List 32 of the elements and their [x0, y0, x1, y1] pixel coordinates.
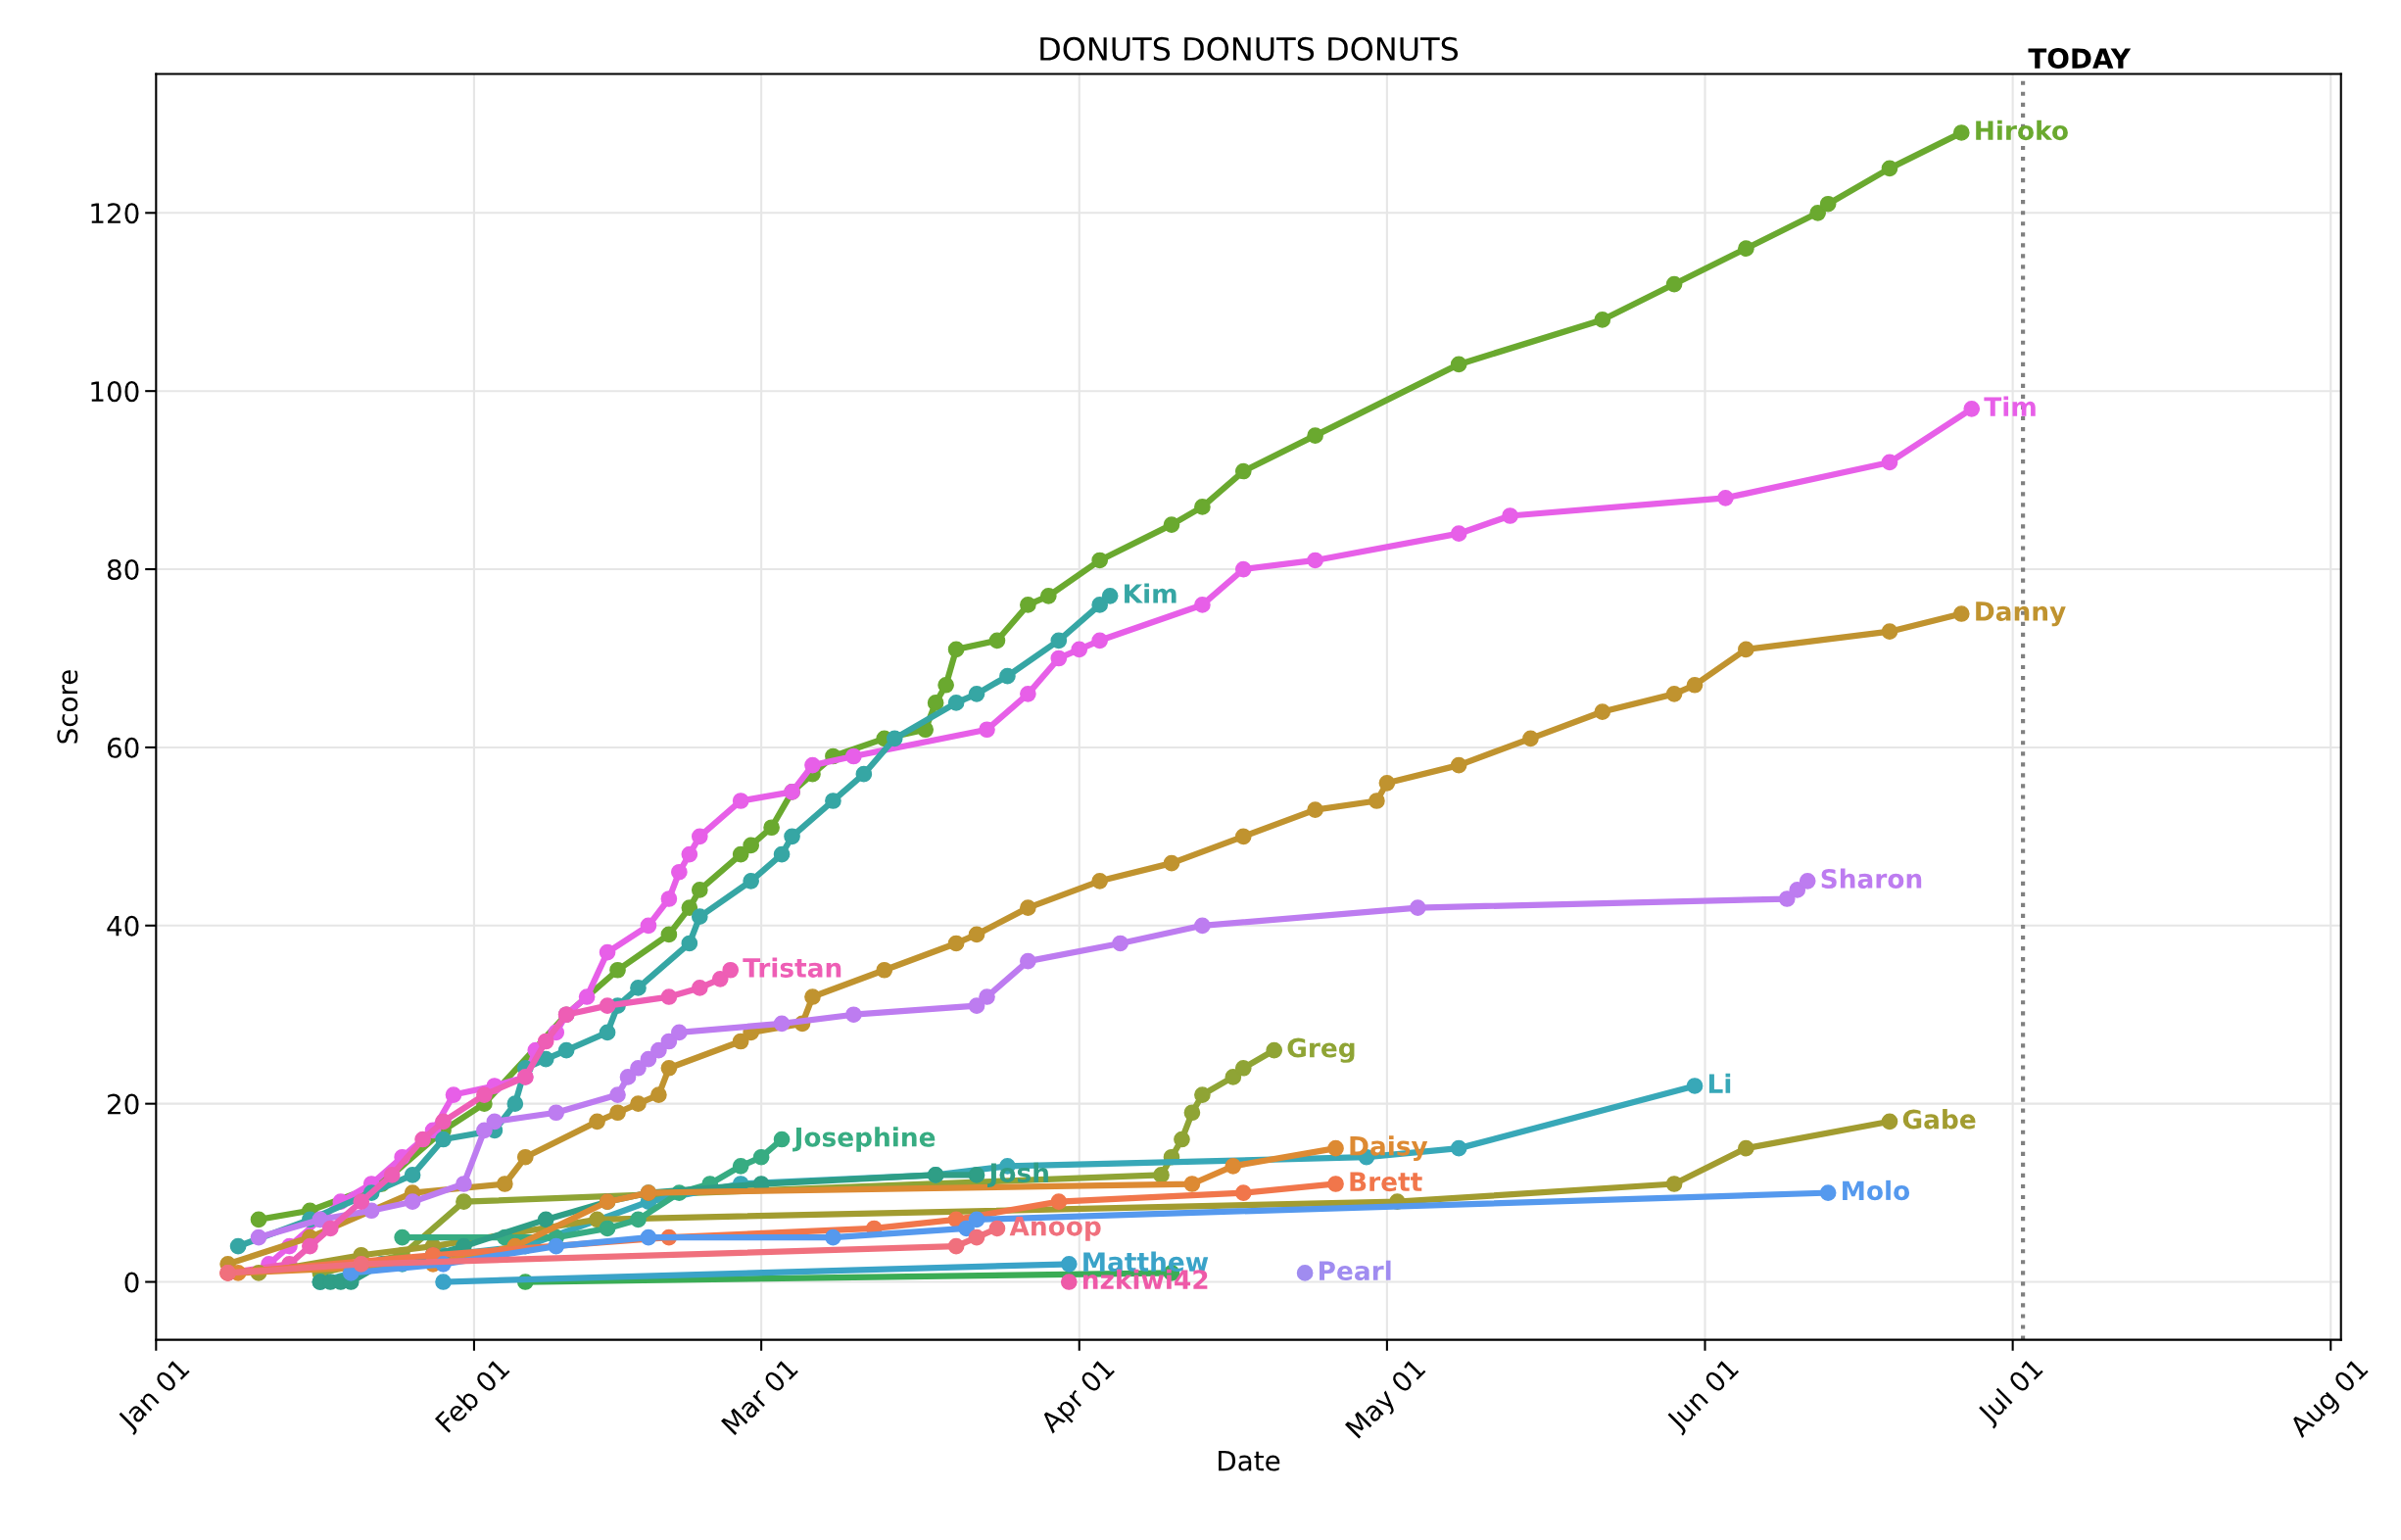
y-tick-label: 20: [108, 1093, 139, 1115]
y-axis-title: Score: [57, 670, 78, 744]
x-axis-title: Date: [1219, 1450, 1280, 1471]
x-tick-label: Jan 01: [116, 1357, 194, 1435]
x-tick-label: Aug 01: [2287, 1357, 2373, 1443]
ref-line-label: TODAY: [2028, 48, 2132, 70]
series-label: Li: [1708, 1073, 1731, 1093]
series-label: Pearl: [1320, 1260, 1391, 1281]
series-label: Sharon: [1821, 868, 1922, 889]
x-tick-label: Jul 01: [1975, 1357, 2047, 1429]
series-label: Hiroko: [1976, 120, 2068, 141]
series-label: Molo: [1843, 1179, 1910, 1201]
series-label: Tristan: [743, 957, 841, 978]
y-tick-label: 40: [107, 915, 139, 937]
y-tick-label: 60: [107, 737, 139, 758]
y-tick-label: 80: [107, 558, 139, 580]
y-tick-label: 120: [91, 203, 139, 224]
series-label: Kim: [1125, 583, 1176, 603]
series-label: Tim: [1984, 396, 2036, 416]
x-tick-label: Feb 01: [434, 1357, 510, 1433]
y-tick-label: 100: [91, 381, 139, 403]
series-label: Gabe: [1902, 1109, 1976, 1130]
series-label: Danny: [1976, 602, 2066, 627]
series-label: Greg: [1287, 1037, 1355, 1063]
series-label: Josephine: [792, 1127, 936, 1152]
x-tick-label: Mar 01: [720, 1357, 799, 1436]
x-tick-label: Jun 01: [1664, 1357, 1743, 1436]
chart-title: DONUTS DONUTS DONUTS: [1040, 36, 1459, 62]
series-label: Brett: [1350, 1172, 1422, 1192]
y-tick-label: 0: [124, 1272, 139, 1293]
series-label: Anoop: [1009, 1217, 1101, 1241]
x-tick-label: Apr 01: [1038, 1357, 1120, 1438]
